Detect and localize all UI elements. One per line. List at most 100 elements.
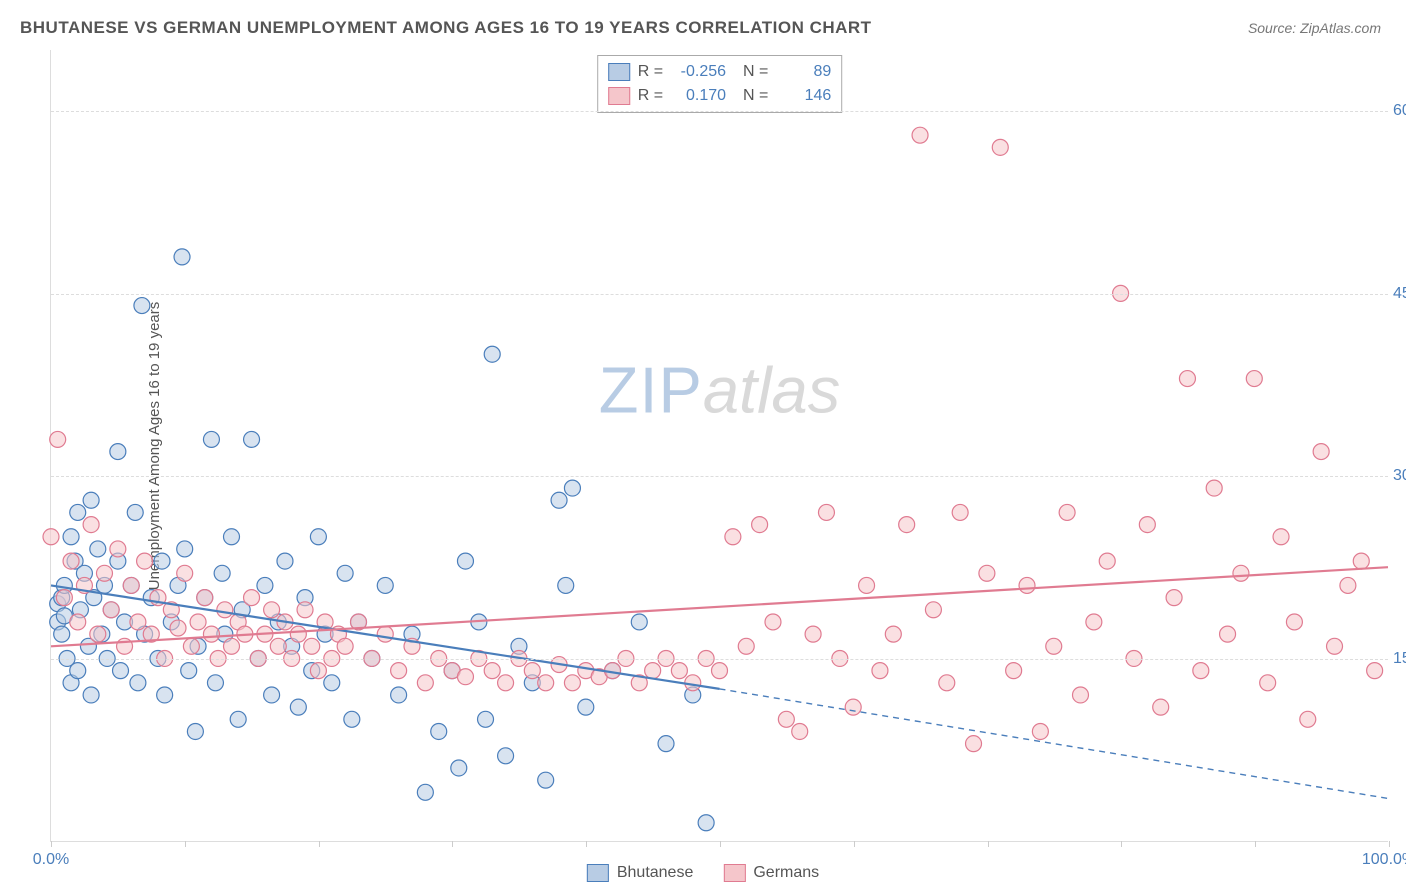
scatter-point-germans — [538, 675, 554, 691]
scatter-point-germans — [1340, 577, 1356, 593]
scatter-point-germans — [1260, 675, 1276, 691]
scatter-point-germans — [56, 590, 72, 606]
scatter-point-germans — [1099, 553, 1115, 569]
scatter-point-bhutanese — [484, 346, 500, 362]
scatter-point-bhutanese — [154, 553, 170, 569]
scatter-point-germans — [1019, 577, 1035, 593]
scatter-point-germans — [137, 553, 153, 569]
x-tick-label: 0.0% — [33, 851, 69, 869]
scatter-point-bhutanese — [90, 541, 106, 557]
scatter-point-germans — [1086, 614, 1102, 630]
scatter-point-germans — [1153, 699, 1169, 715]
scatter-point-germans — [1072, 687, 1088, 703]
chart-plot-area: ZIPatlas R = -0.256 N = 89 R = 0.170 N =… — [50, 50, 1388, 842]
scatter-point-germans — [1206, 480, 1222, 496]
n-label: N = — [734, 84, 768, 108]
scatter-point-bhutanese — [244, 431, 260, 447]
scatter-point-bhutanese — [451, 760, 467, 776]
scatter-point-bhutanese — [538, 772, 554, 788]
scatter-point-germans — [177, 565, 193, 581]
scatter-point-bhutanese — [457, 553, 473, 569]
scatter-point-germans — [96, 565, 112, 581]
legend-item-germans: Germans — [723, 864, 819, 882]
scatter-point-germans — [1006, 663, 1022, 679]
scatter-point-germans — [203, 626, 219, 642]
scatter-point-germans — [992, 139, 1008, 155]
scatter-point-germans — [524, 663, 540, 679]
x-tick — [452, 841, 453, 847]
scatter-point-bhutanese — [391, 687, 407, 703]
scatter-point-bhutanese — [70, 504, 86, 520]
scatter-point-germans — [564, 675, 580, 691]
scatter-point-bhutanese — [203, 431, 219, 447]
scatter-point-bhutanese — [83, 687, 99, 703]
scatter-point-germans — [805, 626, 821, 642]
scatter-point-germans — [885, 626, 901, 642]
scatter-point-germans — [872, 663, 888, 679]
scatter-point-bhutanese — [224, 529, 240, 545]
scatter-point-germans — [1046, 638, 1062, 654]
scatter-point-bhutanese — [558, 577, 574, 593]
scatter-point-bhutanese — [70, 663, 86, 679]
scatter-point-bhutanese — [498, 748, 514, 764]
scatter-point-germans — [304, 638, 320, 654]
scatter-point-germans — [792, 723, 808, 739]
x-tick — [988, 841, 989, 847]
scatter-point-germans — [1246, 371, 1262, 387]
scatter-point-germans — [671, 663, 687, 679]
y-tick-label: 60.0% — [1393, 102, 1406, 120]
x-tick — [586, 841, 587, 847]
scatter-point-bhutanese — [564, 480, 580, 496]
scatter-point-bhutanese — [478, 711, 494, 727]
scatter-point-bhutanese — [134, 298, 150, 314]
x-tick — [1121, 841, 1122, 847]
y-tick-label: 45.0% — [1393, 285, 1406, 303]
scatter-point-germans — [310, 663, 326, 679]
bottom-legend: Bhutanese Germans — [587, 864, 819, 882]
scatter-point-bhutanese — [113, 663, 129, 679]
scatter-point-bhutanese — [130, 675, 146, 691]
scatter-point-germans — [123, 577, 139, 593]
scatter-point-bhutanese — [658, 736, 674, 752]
scatter-point-germans — [1193, 663, 1209, 679]
stats-legend-box: R = -0.256 N = 89 R = 0.170 N = 146 — [597, 55, 843, 113]
scatter-point-bhutanese — [63, 529, 79, 545]
x-tick-label: 100.0% — [1362, 851, 1406, 869]
scatter-point-germans — [377, 626, 393, 642]
scatter-point-bhutanese — [207, 675, 223, 691]
scatter-point-germans — [70, 614, 86, 630]
x-tick — [1389, 841, 1390, 847]
scatter-point-bhutanese — [110, 444, 126, 460]
scatter-point-germans — [130, 614, 146, 630]
x-tick — [720, 841, 721, 847]
scatter-point-bhutanese — [551, 492, 567, 508]
legend-label-bhutanese: Bhutanese — [617, 864, 694, 882]
scatter-point-germans — [110, 541, 126, 557]
scatter-point-germans — [417, 675, 433, 691]
scatter-svg — [51, 50, 1388, 841]
y-tick-label: 30.0% — [1393, 467, 1406, 485]
scatter-point-bhutanese — [698, 815, 714, 831]
scatter-point-germans — [1300, 711, 1316, 727]
scatter-point-germans — [1286, 614, 1302, 630]
scatter-point-bhutanese — [631, 614, 647, 630]
scatter-point-germans — [1273, 529, 1289, 545]
scatter-point-germans — [939, 675, 955, 691]
scatter-point-bhutanese — [290, 699, 306, 715]
x-tick — [51, 841, 52, 847]
scatter-point-germans — [1353, 553, 1369, 569]
chart-title: BHUTANESE VS GERMAN UNEMPLOYMENT AMONG A… — [20, 18, 872, 38]
n-value-bhutanese: 89 — [776, 60, 831, 84]
scatter-point-germans — [290, 626, 306, 642]
r-value-bhutanese: -0.256 — [671, 60, 726, 84]
scatter-point-bhutanese — [187, 723, 203, 739]
scatter-point-bhutanese — [337, 565, 353, 581]
scatter-point-bhutanese — [174, 249, 190, 265]
scatter-point-bhutanese — [214, 565, 230, 581]
scatter-point-germans — [899, 517, 915, 533]
scatter-point-germans — [925, 602, 941, 618]
scatter-point-bhutanese — [181, 663, 197, 679]
legend-swatch-germans — [723, 864, 745, 882]
scatter-point-bhutanese — [344, 711, 360, 727]
scatter-point-germans — [484, 663, 500, 679]
